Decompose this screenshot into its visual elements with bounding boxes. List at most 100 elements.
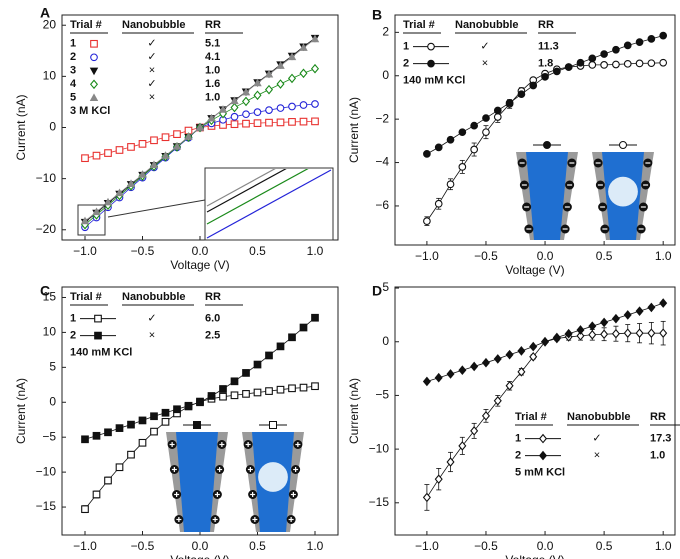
legend-marker [538,433,548,444]
marker [288,102,296,111]
marker [230,391,239,400]
x-axis-label: Voltage (V) [505,263,564,277]
legend-marker [427,59,435,68]
y-tick-label: 15 [43,290,57,304]
marker [470,426,479,436]
marker [150,427,158,436]
x-tick-label: 0.0 [192,244,209,258]
marker [92,151,101,160]
inset-line [206,169,332,239]
marker [517,366,526,377]
marker [149,160,159,169]
legend-rr: 1.8 [538,58,553,70]
inset-line [206,169,287,213]
legend-note: 140 mM KCl [70,347,132,359]
marker [265,387,273,395]
marker [552,332,561,343]
marker [310,34,320,43]
marker [446,457,455,467]
x-tick-label: −1.0 [73,244,97,258]
marker [299,43,308,51]
marker [635,38,644,46]
panel: C −1.0 −0.5 0.0 0.5 1.0 −15 −10 −5 0 5 10 15 Voltage … [14,283,339,559]
marker [541,336,550,347]
marker [138,438,147,447]
marker [311,100,319,108]
marker [422,376,431,387]
x-tick-label: 0.5 [249,539,266,553]
y-tick-label: −10 [36,464,57,478]
y-tick-label: 10 [43,325,57,339]
marker [623,59,632,68]
marker [623,310,632,320]
marker [600,61,608,69]
y-tick-label: −4 [375,155,389,169]
marker [470,145,479,154]
marker [576,58,585,67]
x-tick-label: 1.0 [655,249,672,263]
marker [265,118,273,127]
marker [458,441,467,451]
marker [104,476,112,485]
marker [207,113,216,122]
legend-marker [89,67,99,76]
marker [103,197,113,206]
marker [230,120,239,129]
marker [81,435,89,444]
marker [311,313,319,322]
pore-liquid [176,432,218,532]
marker [253,360,262,369]
marker [115,424,124,432]
legend-rr: 1.0 [650,450,665,462]
legend-note: 140 mM KCl [403,75,465,87]
panel-label: A [40,5,50,21]
panel-label: B [372,7,382,23]
marker [127,450,135,459]
y-tick-label: 2 [382,25,389,39]
x-tick-label: 1.0 [307,539,324,553]
y-tick-label: −15 [36,499,57,513]
legend-nanobubble: × [594,450,600,462]
marker [299,383,308,392]
marker [612,60,620,69]
y-axis-label: Current (nA) [14,94,28,160]
panel: D −1.0 −0.5 0.0 0.5 1.0 −15 −10 −5 0 5 Voltage (V) C… [347,280,680,559]
marker [172,141,182,150]
x-axis-label: Voltage (V) [505,553,564,559]
marker [600,317,609,328]
legend-nanobubble: ✓ [147,313,156,325]
legend-header: Nanobubble [567,411,631,423]
marker [434,143,443,152]
legend-rr: 4.1 [205,51,220,63]
legend-rr: 1.0 [205,92,220,104]
x-tick-label: 0.5 [596,539,613,553]
marker [623,328,632,338]
marker [434,372,443,383]
marker [422,492,431,503]
x-axis-label: Voltage (V) [170,258,229,272]
marker [311,117,319,126]
marker [564,63,573,71]
legend-name: 4 [70,78,77,90]
marker [230,96,239,105]
marker [230,377,239,386]
y-tick-label: 0 [382,334,389,348]
marker [659,328,668,338]
marker [299,68,308,79]
nanobubble [608,176,638,207]
marker [127,420,135,429]
marker [493,113,502,121]
legend-marker [538,450,548,461]
marker [311,382,319,391]
y-tick-label: −5 [375,388,389,402]
marker [529,81,538,90]
y-tick-label: 0 [49,120,56,134]
y-axis-label: Current (nA) [347,378,361,444]
marker [600,329,609,340]
marker [265,351,273,360]
marker [241,96,251,107]
marker [276,342,285,351]
marker [242,390,250,398]
marker [264,69,274,78]
x-tick-label: −0.5 [474,249,498,263]
